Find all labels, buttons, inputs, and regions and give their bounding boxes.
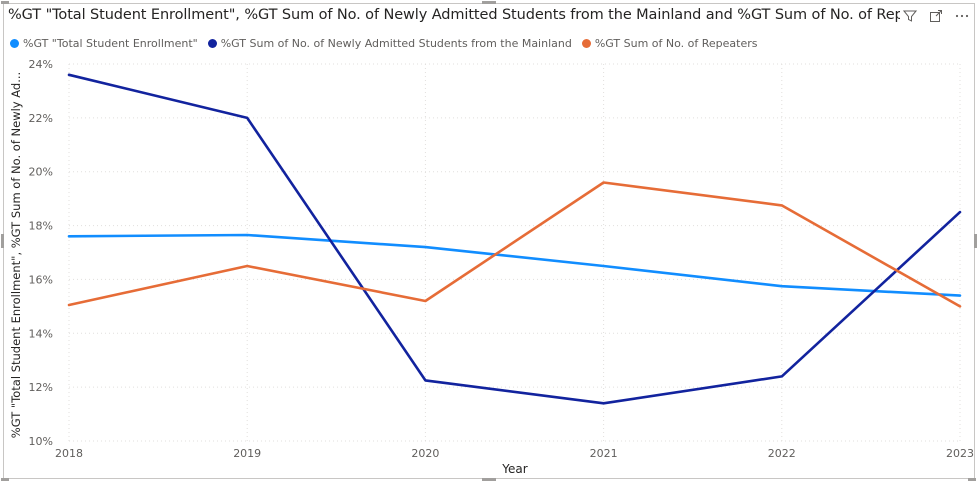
data-point[interactable]	[777, 371, 787, 381]
data-point[interactable]	[242, 230, 252, 240]
data-point[interactable]	[955, 207, 965, 217]
data-point[interactable]	[955, 301, 965, 311]
data-point[interactable]	[64, 231, 74, 241]
resize-handle-bottom-left[interactable]	[1, 478, 9, 481]
y-tick-label: 20%	[29, 166, 53, 179]
legend-item-total-enrollment[interactable]: %GT "Total Student Enrollment"	[10, 37, 198, 50]
series-line-total-enrollment[interactable]	[67, 233, 962, 297]
y-tick-label: 10%	[29, 435, 53, 448]
y-tick-label: 12%	[29, 381, 53, 394]
x-tick-label: 2020	[411, 447, 439, 460]
data-point[interactable]	[599, 261, 609, 271]
x-tick-label: 2023	[946, 447, 974, 460]
x-tick-label: 2021	[590, 447, 618, 460]
x-tick-label: 2019	[233, 447, 261, 460]
x-tick-label: 2018	[55, 447, 83, 460]
data-point[interactable]	[599, 177, 609, 187]
gridlines	[68, 63, 961, 442]
resize-handle-right[interactable]	[974, 234, 977, 248]
legend-label: %GT Sum of No. of Newly Admitted Student…	[220, 37, 572, 50]
legend-item-newly-admitted[interactable]: %GT Sum of No. of Newly Admitted Student…	[207, 37, 572, 50]
legend-label: %GT "Total Student Enrollment"	[23, 37, 198, 50]
resize-handle-left[interactable]	[1, 234, 4, 248]
filter-icon[interactable]	[903, 9, 917, 23]
series-lines	[64, 70, 965, 408]
focus-mode-icon[interactable]	[929, 9, 943, 23]
visual-header-icons	[903, 9, 969, 23]
resize-handle-top-left[interactable]	[1, 1, 9, 4]
data-point[interactable]	[777, 200, 787, 210]
y-tick-label: 14%	[29, 327, 53, 340]
resize-handle-bottom-right[interactable]	[968, 478, 976, 481]
series-line-repeaters[interactable]	[67, 181, 962, 308]
chart-legend: %GT "Total Student Enrollment" %GT Sum o…	[10, 37, 758, 50]
legend-label: %GT Sum of No. of Repeaters	[594, 37, 758, 50]
y-axis: 10% 12% 14% 16% 18% 20% 22% 24%	[29, 58, 53, 448]
resize-handle-bottom[interactable]	[482, 478, 496, 481]
data-point[interactable]	[599, 398, 609, 408]
resize-handle-top[interactable]	[482, 1, 496, 4]
chart-title: %GT "Total Student Enrollment", %GT Sum …	[8, 7, 900, 23]
data-point[interactable]	[420, 296, 430, 306]
data-point[interactable]	[64, 70, 74, 80]
data-point[interactable]	[242, 261, 252, 271]
legend-marker	[207, 39, 217, 48]
data-point[interactable]	[242, 113, 252, 123]
series-line-newly-admitted[interactable]	[67, 73, 962, 405]
y-tick-label: 18%	[29, 220, 53, 233]
legend-item-repeaters[interactable]: %GT Sum of No. of Repeaters	[581, 37, 758, 50]
legend-marker	[581, 39, 591, 48]
y-tick-label: 22%	[29, 112, 53, 125]
data-point[interactable]	[955, 291, 965, 301]
x-axis: 2018 2019 2020 2021 2022 2023	[55, 447, 974, 460]
x-axis-title: Year	[501, 462, 527, 476]
more-options-icon[interactable]	[955, 9, 969, 23]
y-tick-label: 24%	[29, 58, 53, 71]
data-point[interactable]	[420, 375, 430, 385]
y-tick-label: 16%	[29, 273, 53, 286]
line-chart-visual[interactable]	[3, 3, 975, 479]
data-point[interactable]	[64, 300, 74, 310]
legend-marker	[10, 39, 19, 48]
data-point[interactable]	[777, 281, 787, 291]
y-axis-title: %GT "Total Student Enrollment", %GT Sum …	[9, 72, 23, 438]
x-tick-label: 2022	[768, 447, 796, 460]
data-point[interactable]	[420, 242, 430, 252]
